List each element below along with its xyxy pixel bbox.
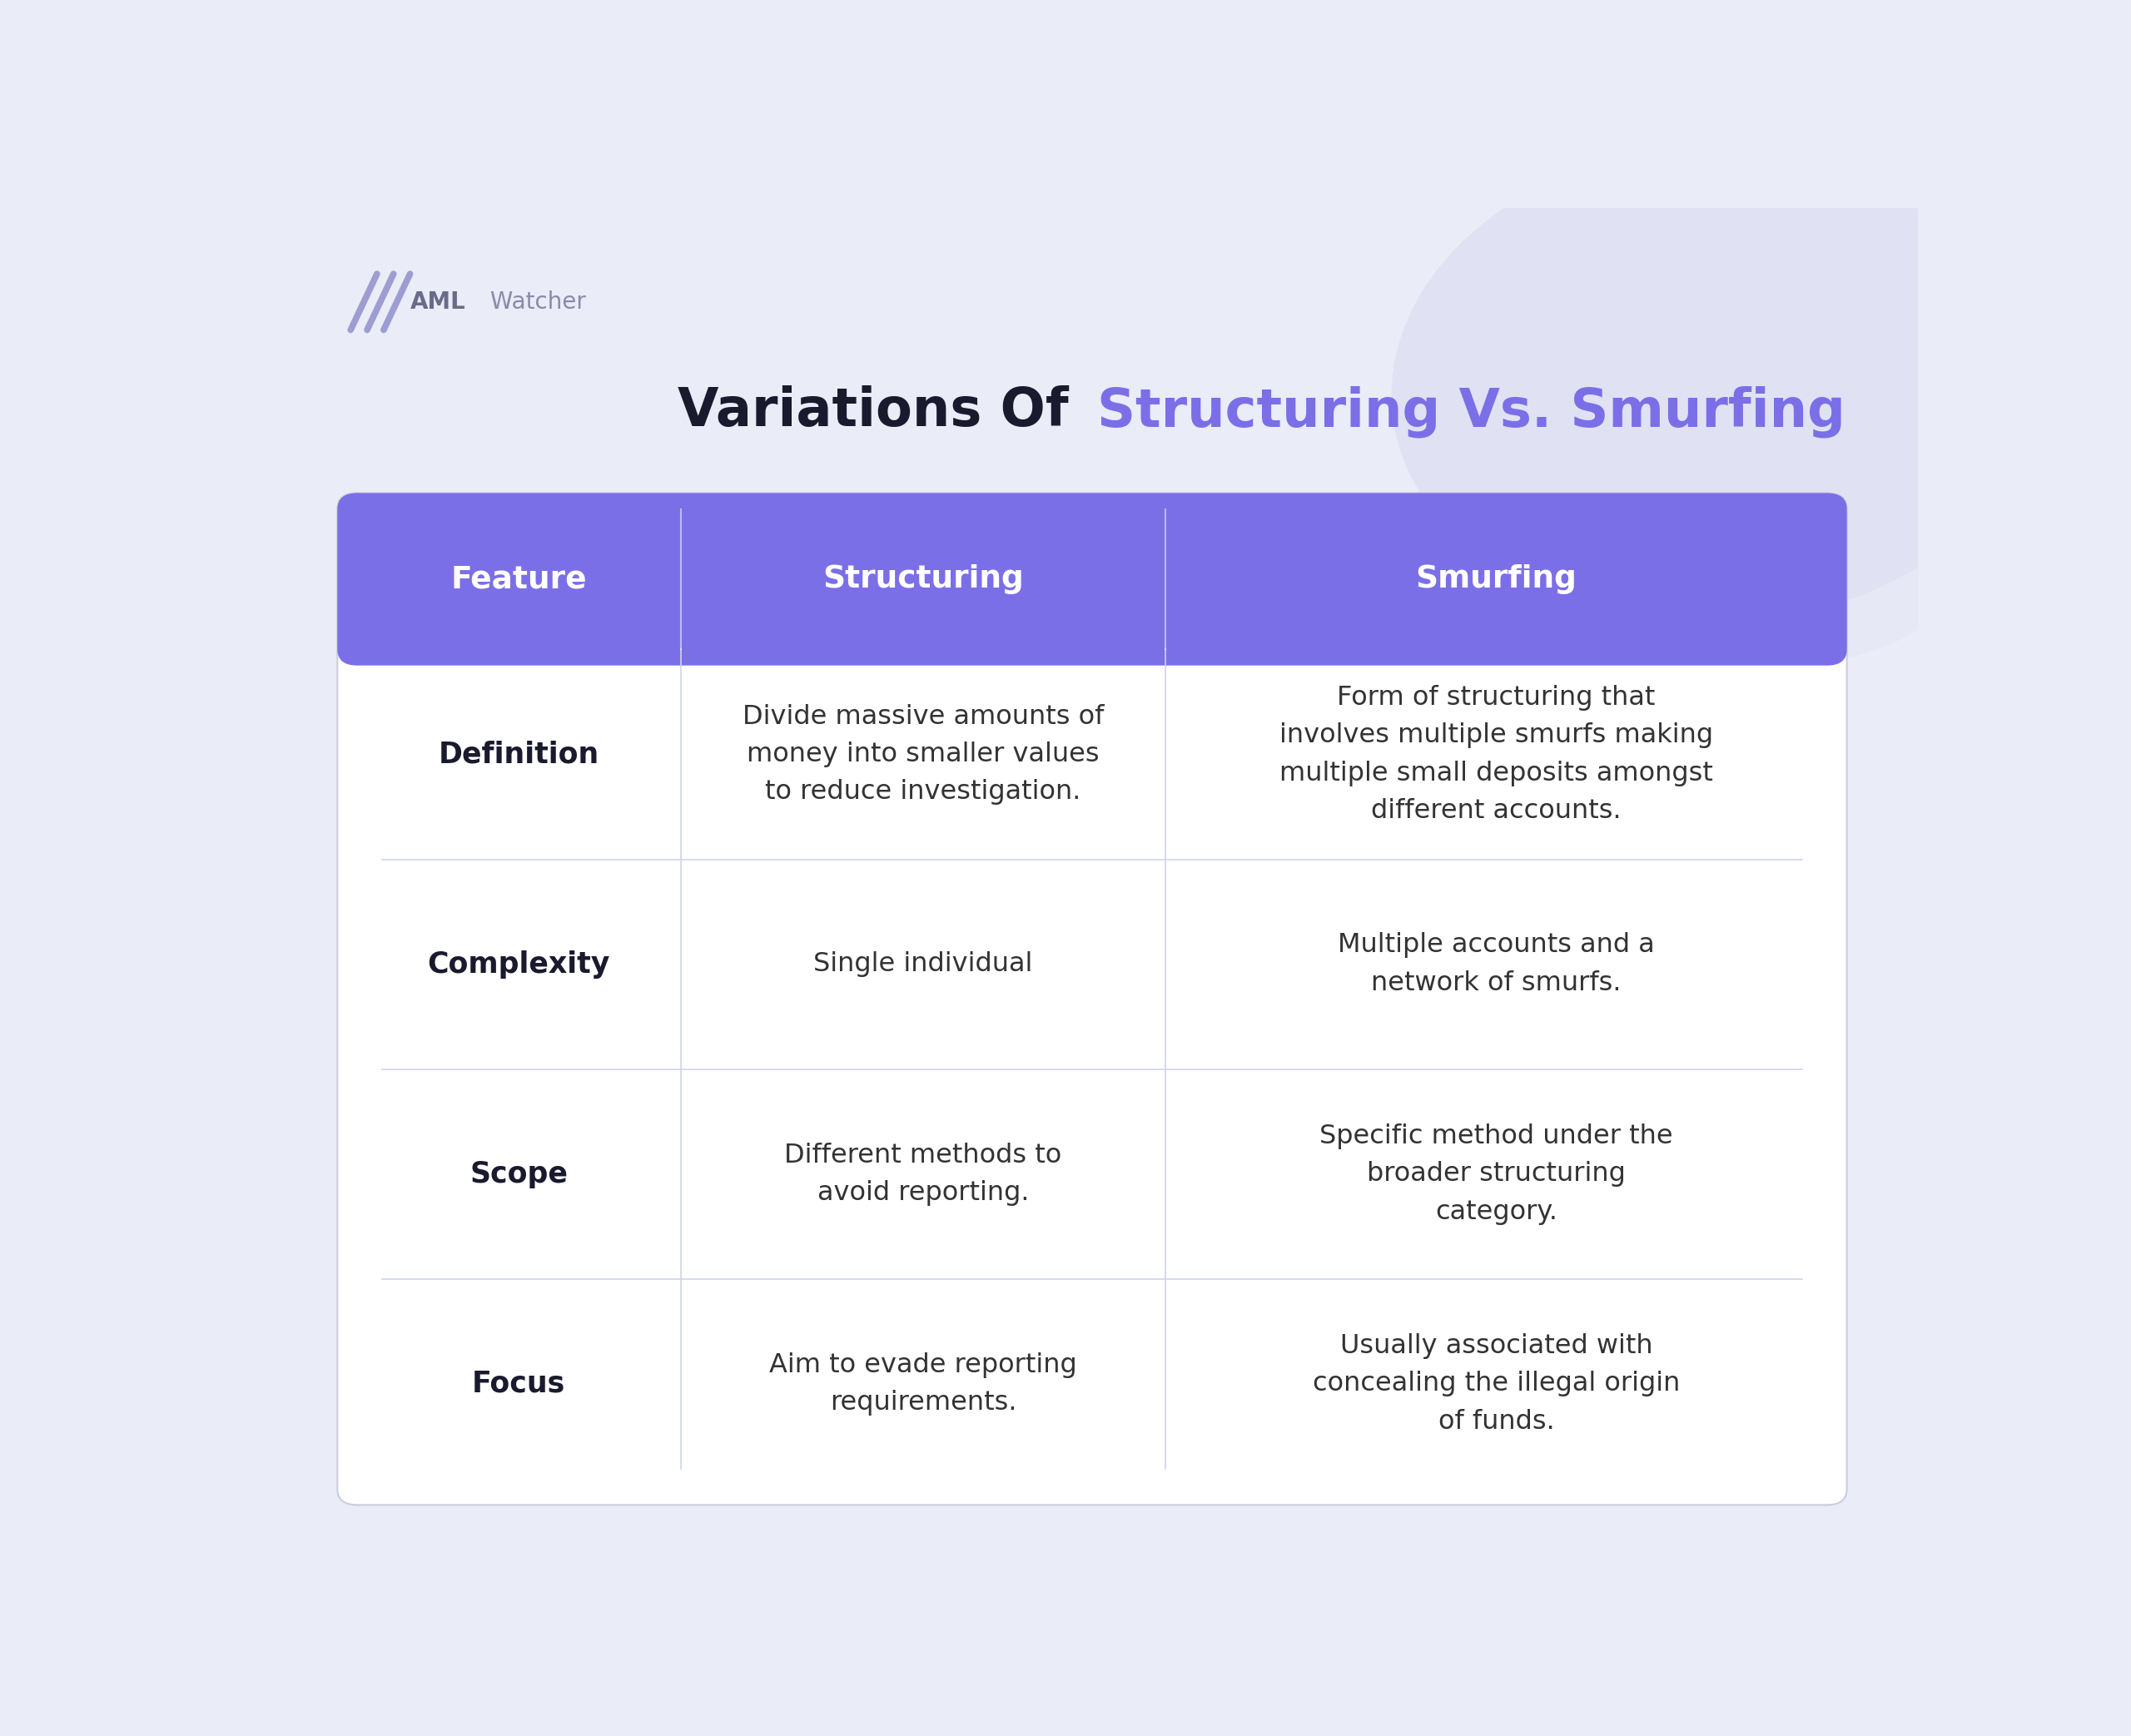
Text: Specific method under the
broader structuring
category.: Specific method under the broader struct… [1319, 1123, 1673, 1226]
FancyBboxPatch shape [337, 493, 1848, 665]
Ellipse shape [1622, 396, 1984, 663]
Text: Definition: Definition [439, 740, 599, 769]
Text: Scope: Scope [469, 1160, 569, 1187]
Text: Different methods to
avoid reporting.: Different methods to avoid reporting. [784, 1142, 1061, 1207]
Text: Multiple accounts and a
network of smurfs.: Multiple accounts and a network of smurf… [1338, 932, 1656, 996]
Text: Aim to evade reporting
requirements.: Aim to evade reporting requirements. [769, 1352, 1076, 1417]
Text: AML: AML [409, 290, 465, 314]
FancyBboxPatch shape [337, 493, 1848, 1505]
Text: Feature: Feature [452, 564, 586, 594]
Bar [358, 580, 1826, 649]
Text: Watcher: Watcher [484, 290, 586, 314]
Text: Usually associated with
concealing the illegal origin
of funds.: Usually associated with concealing the i… [1313, 1333, 1679, 1434]
Text: Form of structuring that
involves multiple smurfs making
multiple small deposits: Form of structuring that involves multip… [1279, 684, 1713, 825]
Ellipse shape [1392, 139, 2048, 625]
Text: Smurfing: Smurfing [1415, 564, 1577, 594]
Text: Divide massive amounts of
money into smaller values
to reduce investigation.: Divide massive amounts of money into sma… [742, 703, 1104, 806]
Text: Complexity: Complexity [428, 950, 609, 979]
Text: Structuring Vs. Smurfing: Structuring Vs. Smurfing [1097, 385, 1845, 437]
Text: Variations Of: Variations Of [678, 385, 1087, 437]
Text: Structuring: Structuring [823, 564, 1023, 594]
Text: Single individual: Single individual [814, 951, 1034, 977]
Text: Focus: Focus [473, 1370, 565, 1397]
